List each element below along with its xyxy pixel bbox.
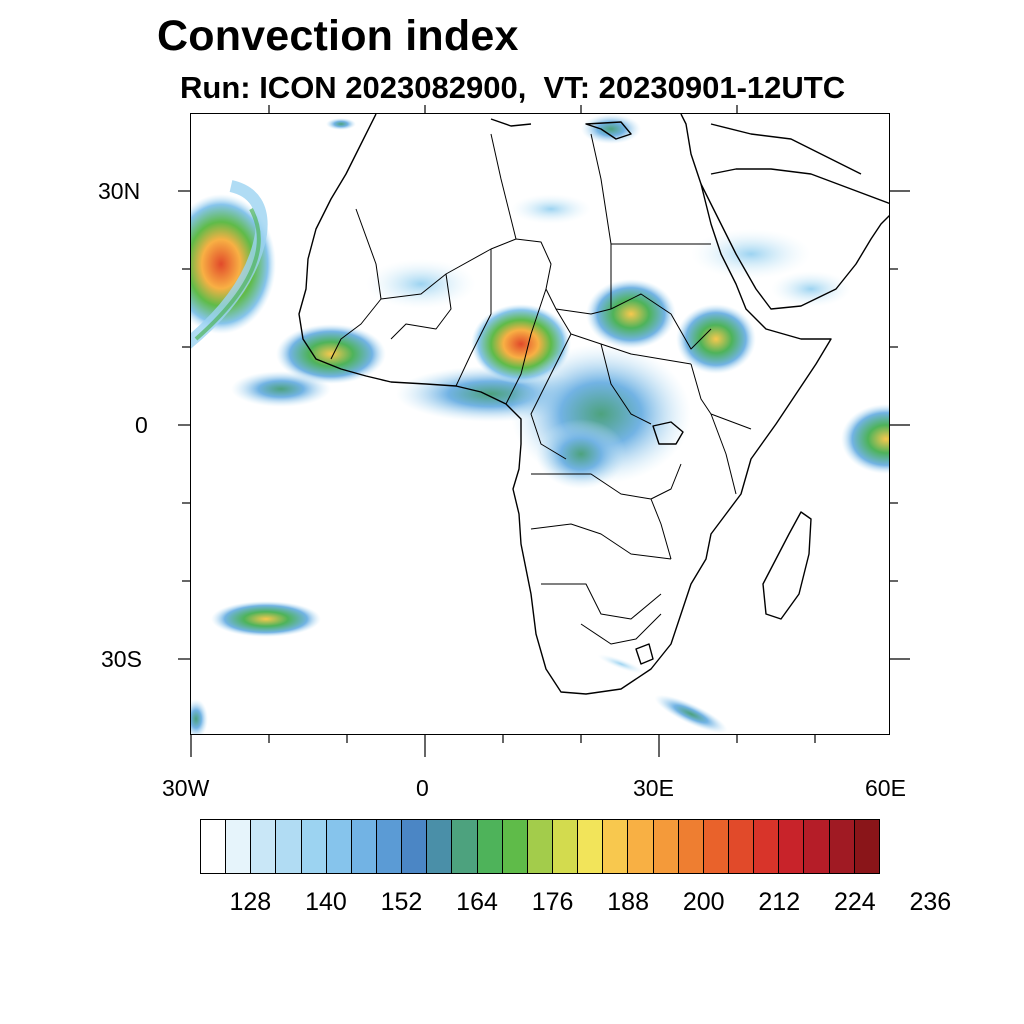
colorbar-label-188: 188 [607,888,649,916]
colorbar-swatch-10 [452,820,478,873]
colorbar-label-212: 212 [758,888,801,916]
colorbar-swatch-15 [578,820,604,873]
lon-label-30w: 30W [162,775,210,801]
coastlines [298,114,889,695]
colorbar-swatch-2 [251,820,277,873]
colorbar-swatch-14 [552,820,579,873]
colorbar-swatch-17 [628,820,654,873]
colorbar-swatch-12 [502,820,528,873]
colorbar-swatch-6 [351,820,377,873]
lat-label-30s: 30S [101,646,142,672]
colorbar-label-224: 224 [833,888,876,916]
colorbar [200,819,880,874]
colorbar-label-152: 152 [380,888,423,916]
lon-label-60e: 60E [865,775,906,801]
colorbar-swatch-0 [201,820,227,873]
colorbar-swatch-22 [754,820,780,873]
lat-label-30n: 30N [98,178,141,204]
colorbar-swatch-26 [854,820,879,873]
colorbar-swatch-21 [728,820,755,873]
map-panel [190,113,890,735]
colorbar-swatch-7 [376,820,403,873]
colorbar-swatch-18 [653,820,679,873]
colorbar-swatch-11 [477,820,503,873]
convection-field [191,114,889,734]
colorbar-label-236: 236 [909,888,952,916]
colorbar-swatch-24 [804,820,830,873]
colorbar-label-128: 128 [229,888,272,916]
colorbar-swatch-23 [779,820,805,873]
chart-title: Convection index [157,12,519,60]
colorbar-label-140: 140 [305,888,347,916]
colorbar-label-164: 164 [456,888,498,916]
colorbar-swatch-4 [301,820,327,873]
colorbar-swatch-19 [678,820,704,873]
colorbar-swatch-8 [402,820,428,873]
colorbar-swatch-9 [427,820,453,873]
colorbar-swatch-1 [226,820,252,873]
colorbar-swatch-25 [829,820,855,873]
colorbar-swatch-16 [603,820,629,873]
map-canvas [191,114,889,734]
lon-label-0: 0 [416,775,429,801]
colorbar-label-176: 176 [531,888,574,916]
lat-label-0: 0 [135,412,148,438]
chart-subtitle: Run: ICON 2023082900, VT: 20230901-12UTC [180,70,846,105]
colorbar-swatch-20 [703,820,729,873]
colorbar-label-200: 200 [682,888,725,916]
country-borders [330,133,752,645]
colorbar-swatch-5 [326,820,352,873]
lon-label-30e: 30E [633,775,674,801]
colorbar-swatch-13 [527,820,553,873]
colorbar-swatch-3 [276,820,302,873]
